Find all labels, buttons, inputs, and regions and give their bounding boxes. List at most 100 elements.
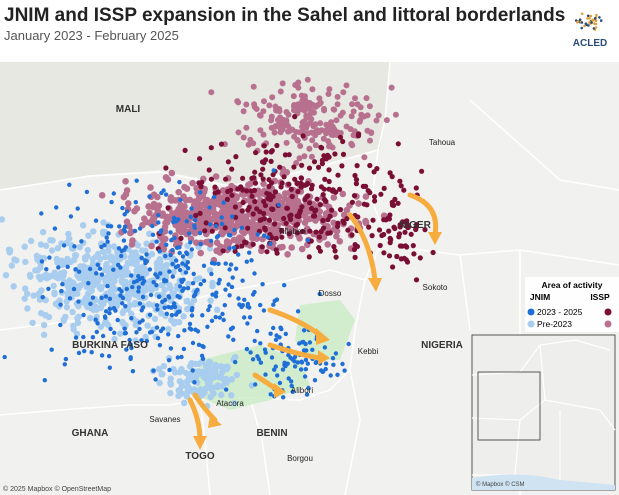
event-dot bbox=[154, 239, 159, 244]
event-dot bbox=[108, 224, 114, 229]
event-dot bbox=[401, 255, 407, 261]
event-dot bbox=[115, 317, 120, 323]
event-dot bbox=[153, 377, 158, 382]
event-dot bbox=[223, 287, 228, 292]
event-dot bbox=[231, 245, 237, 250]
event-dot bbox=[186, 196, 194, 204]
inset-frame bbox=[471, 334, 616, 491]
event-dot bbox=[131, 280, 137, 285]
event-dot bbox=[175, 318, 183, 326]
event-dot bbox=[279, 80, 286, 87]
event-dot bbox=[161, 223, 169, 231]
event-dot bbox=[104, 235, 109, 240]
event-dot bbox=[214, 383, 221, 391]
event-dot bbox=[283, 109, 290, 115]
event-dot bbox=[185, 374, 193, 381]
event-dot bbox=[292, 364, 298, 369]
legend: Area of activity JNIM ISSP 2023 - 2025 Pr… bbox=[525, 277, 619, 332]
event-dot bbox=[304, 76, 311, 83]
event-dot bbox=[259, 244, 265, 250]
event-dot bbox=[106, 231, 111, 236]
event-dot bbox=[317, 291, 322, 297]
event-dot bbox=[40, 321, 48, 329]
event-dot bbox=[185, 286, 191, 291]
event-dot bbox=[184, 305, 191, 313]
event-dot bbox=[234, 98, 241, 105]
event-dot bbox=[65, 230, 72, 238]
event-dot bbox=[213, 223, 219, 229]
logo-dot bbox=[583, 24, 586, 28]
event-dot bbox=[218, 141, 225, 147]
event-dot bbox=[8, 262, 15, 269]
event-dot bbox=[388, 84, 395, 91]
event-dot bbox=[349, 101, 356, 108]
event-dot bbox=[2, 354, 7, 360]
event-dot bbox=[103, 261, 110, 268]
logo-dot bbox=[586, 17, 589, 20]
event-dot bbox=[100, 228, 107, 235]
event-dot bbox=[159, 228, 164, 233]
event-dot bbox=[176, 386, 183, 394]
event-dot bbox=[255, 232, 260, 237]
event-dot bbox=[250, 211, 256, 217]
event-dot bbox=[391, 224, 397, 230]
event-dot bbox=[103, 294, 109, 299]
event-dot bbox=[247, 305, 252, 310]
event-dot bbox=[63, 304, 71, 311]
event-dot bbox=[303, 114, 310, 121]
event-dot bbox=[218, 391, 225, 398]
event-dot bbox=[250, 241, 256, 247]
event-dot bbox=[304, 122, 311, 129]
event-dot bbox=[266, 183, 272, 190]
event-dot bbox=[122, 212, 127, 217]
event-dot bbox=[362, 217, 369, 225]
event-dot bbox=[102, 253, 109, 261]
event-dot bbox=[202, 238, 210, 246]
event-dot bbox=[232, 227, 237, 233]
event-dot bbox=[395, 141, 401, 147]
logo-dot bbox=[576, 20, 579, 24]
event-dot bbox=[262, 227, 268, 233]
event-dot bbox=[230, 275, 235, 280]
event-dot bbox=[140, 294, 146, 300]
event-dot bbox=[37, 241, 45, 248]
event-dot bbox=[151, 280, 156, 285]
event-dot bbox=[87, 266, 93, 272]
event-dot bbox=[109, 270, 117, 277]
event-dot bbox=[99, 248, 107, 255]
event-dot bbox=[228, 326, 234, 332]
event-dot bbox=[133, 200, 138, 205]
event-dot bbox=[310, 347, 315, 352]
event-dot bbox=[128, 310, 135, 317]
event-dot bbox=[247, 250, 252, 255]
event-dot bbox=[301, 339, 306, 345]
event-dot bbox=[46, 286, 51, 291]
event-dot bbox=[246, 204, 252, 210]
event-dot bbox=[105, 239, 110, 244]
event-dot bbox=[173, 312, 179, 317]
event-dot bbox=[111, 267, 116, 272]
event-dot bbox=[229, 284, 235, 290]
event-dot bbox=[333, 254, 339, 260]
event-dot bbox=[229, 166, 235, 172]
event-dot bbox=[313, 207, 319, 213]
event-dot bbox=[330, 127, 337, 134]
event-dot bbox=[274, 142, 280, 149]
event-dot bbox=[387, 235, 393, 241]
event-dot bbox=[377, 242, 383, 249]
event-dot bbox=[136, 285, 141, 290]
event-dot bbox=[187, 321, 193, 327]
event-dot bbox=[273, 337, 279, 342]
attribution: © 2025 Mapbox © OpenStreetMap bbox=[3, 485, 111, 493]
event-dot bbox=[322, 176, 328, 182]
event-dot bbox=[258, 341, 263, 346]
event-dot bbox=[200, 313, 205, 318]
event-dot bbox=[183, 270, 189, 275]
event-dot bbox=[155, 258, 162, 266]
event-dot bbox=[181, 286, 187, 291]
event-dot bbox=[210, 390, 217, 397]
event-dot bbox=[176, 263, 181, 269]
event-dot bbox=[210, 292, 215, 297]
event-dot bbox=[120, 301, 125, 306]
event-dot bbox=[253, 235, 260, 242]
